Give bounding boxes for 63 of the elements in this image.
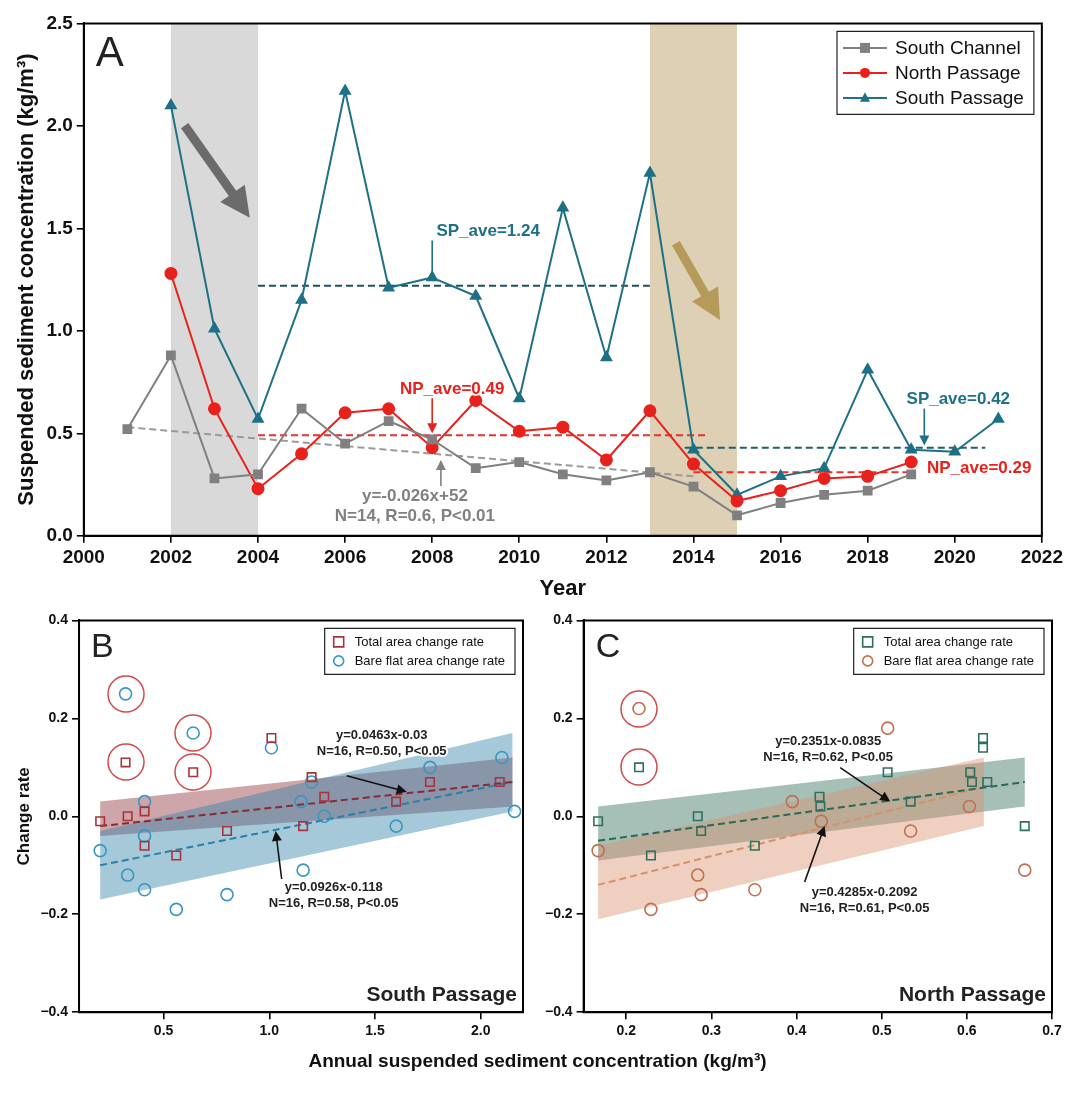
x-tick-label: 0.6 [957,1022,977,1039]
annotation: North Passage [898,982,1046,1006]
x-tick-label: 0.3 [701,1022,722,1039]
chart-title: B [91,625,114,664]
annotation: SP_ave=0.42 [906,389,1011,409]
x-tick-label: 2014 [672,546,716,568]
y-axis-title: Suspended sediment concentration (kg/m³) [13,53,39,506]
chart-title: C [595,625,621,664]
annotation: NP_ave=0.49 [399,379,505,399]
legend-label: Total area change rate [883,634,1014,650]
x-tick-label: 2020 [933,546,976,568]
x-tick-label: 0.4 [786,1022,807,1039]
annotation: y=0.0463x-0.03 N=16, R=0.50, P<0.05 [316,727,447,759]
y-tick-label: 0.2 [48,709,69,726]
legend-label: South Passage [894,87,1024,109]
annotation: y=0.4285x-0.2092 N=16, R=0.61, P<0.05 [799,883,930,915]
y-tick-label: 0.0 [46,524,73,546]
y-tick-label: 1.5 [46,216,74,238]
x-tick-label: 2.0 [470,1022,491,1039]
y-axis-title: Change rate [13,767,33,866]
legend-label: Bare flat area change rate [354,653,506,669]
y-tick-label: −0.2 [40,905,69,922]
legend-label: North Passage [894,62,1021,84]
x-tick-label: 2008 [411,546,454,568]
y-tick-label: −0.2 [545,905,573,922]
x-axis-title: Annual suspended sediment concentration (kg/m³) [307,1050,768,1072]
x-tick-label: 0.5 [871,1022,892,1039]
x-tick-label: 0.5 [153,1022,174,1039]
annotation: y=0.2351x-0.0835 N=16, R=0.62, P<0.05 [763,733,894,765]
annotation: NP_ave=0.29 [927,457,1032,477]
y-tick-label: 0.4 [48,611,69,628]
x-tick-label: 1.0 [259,1022,280,1039]
x-axis-title: Year [539,574,587,600]
annotation: SP_ave=1.24 [436,221,541,241]
x-tick-label: 2002 [149,546,193,568]
y-tick-label: −0.4 [40,1003,69,1020]
x-tick-label: 2004 [236,546,280,568]
y-tick-label: 2.0 [46,114,73,136]
x-tick-label: 2010 [498,546,541,568]
x-tick-label: 2006 [323,546,367,568]
x-tick-label: 0.2 [616,1022,637,1039]
chart-title: A [95,27,124,75]
x-tick-label: 2022 [1020,546,1064,568]
x-tick-label: 2000 [62,546,105,568]
y-tick-label: 0.0 [48,807,69,824]
x-tick-label: 2016 [759,546,802,568]
legend-label: Total area change rate [354,634,485,650]
annotation: y=-0.026x+52 N=14, R=0.6, P<0.01 [334,485,496,525]
x-tick-label: 0.7 [1042,1022,1062,1039]
x-tick-label: 1.5 [365,1022,385,1039]
legend-label: South Channel [894,37,1021,59]
y-tick-label: 0.5 [46,421,74,443]
y-tick-label: −0.4 [545,1003,573,1020]
y-tick-label: 0.0 [553,807,573,824]
y-tick-label: 2.5 [46,11,74,33]
annotation: South Passage [366,982,517,1006]
x-tick-label: 2012 [585,546,628,568]
y-tick-label: 0.4 [553,611,573,628]
annotation: y=0.0926x-0.118 N=16, R=0.58, P<0.05 [268,878,399,910]
legend-label: Bare flat area change rate [883,653,1035,669]
y-tick-label: 0.2 [553,709,573,726]
y-tick-label: 1.0 [46,319,73,341]
x-tick-label: 2018 [846,546,889,568]
